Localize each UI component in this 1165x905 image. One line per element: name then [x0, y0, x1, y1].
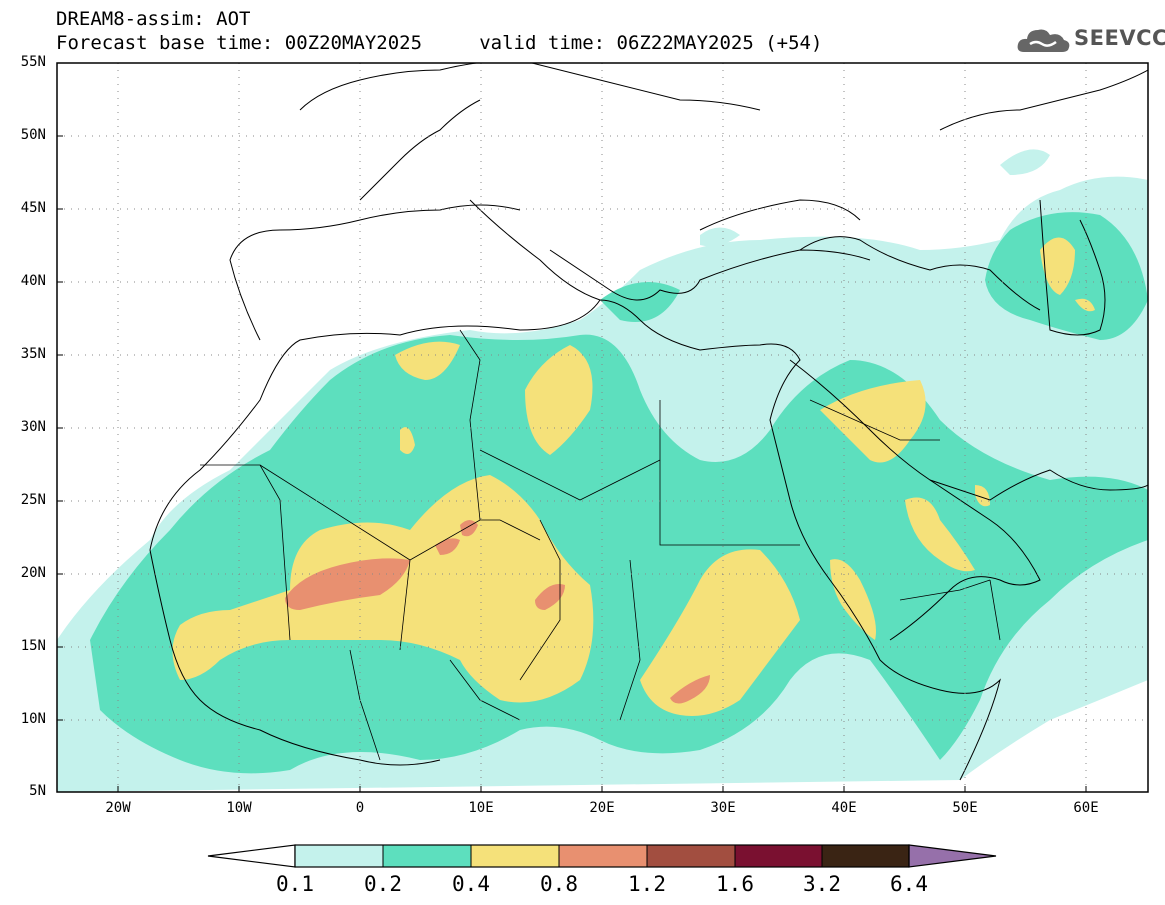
lat-label: 20N: [20, 565, 46, 581]
lon-label: 50E: [952, 800, 978, 816]
lat-label: 35N: [20, 346, 46, 362]
lon-label: 30E: [710, 800, 736, 816]
colorbar-segment-3: [471, 845, 559, 867]
colorbar-label: 3.2: [803, 872, 841, 896]
colorbar-segment-6: [735, 845, 822, 867]
forecast-time-subtitle: Forecast base time: 00Z20MAY2025 valid t…: [56, 32, 823, 54]
lon-label: 20E: [589, 800, 615, 816]
colorbar-label: 1.6: [716, 872, 754, 896]
colorbar-label: 0.8: [540, 872, 578, 896]
lat-label: 40N: [20, 273, 46, 289]
logo-text: SEEVCCC: [1074, 26, 1165, 50]
borders: [200, 329, 1001, 761]
seevccc-logo: SEEVCCC: [1016, 22, 1165, 58]
colorbar: [207, 844, 997, 868]
lat-label: 5N: [29, 783, 46, 799]
colorbar-label: 0.2: [364, 872, 402, 896]
colorbar-extend-high: [908, 844, 997, 868]
colorbar-label: 0.1: [276, 872, 314, 896]
lat-label: 15N: [20, 638, 46, 654]
colorbar-label: 1.2: [628, 872, 666, 896]
lat-label: 45N: [20, 200, 46, 216]
lon-label: 60E: [1073, 800, 1099, 816]
cloud-icon: [1017, 29, 1070, 52]
lon-label: 40E: [831, 800, 857, 816]
coastlines: [149, 63, 1148, 781]
colorbar-segment-1: [295, 845, 383, 867]
lat-label: 25N: [20, 492, 46, 508]
colorbar-segment-7: [822, 845, 909, 867]
map-title: DREAM8-assim: AOT: [56, 8, 251, 30]
colorbar-segment-5: [647, 845, 735, 867]
lat-label: 30N: [20, 419, 46, 435]
gridlines: [57, 63, 1148, 792]
lat-label: 50N: [20, 127, 46, 143]
colorbar-extend-low: [207, 844, 296, 868]
lon-label: 10E: [468, 800, 494, 816]
colorbar-segment-4: [559, 845, 647, 867]
tick-marks: [57, 62, 1087, 792]
lat-label: 55N: [20, 54, 46, 70]
aot-band-0.8-1.2: [285, 520, 710, 704]
lon-label: 20W: [105, 800, 131, 816]
lon-label: 10W: [226, 800, 252, 816]
colorbar-label: 0.4: [452, 872, 490, 896]
lat-label: 10N: [20, 711, 46, 727]
lon-label: 0: [355, 800, 365, 816]
colorbar-segment-2: [383, 845, 471, 867]
colorbar-label: 6.4: [890, 872, 928, 896]
